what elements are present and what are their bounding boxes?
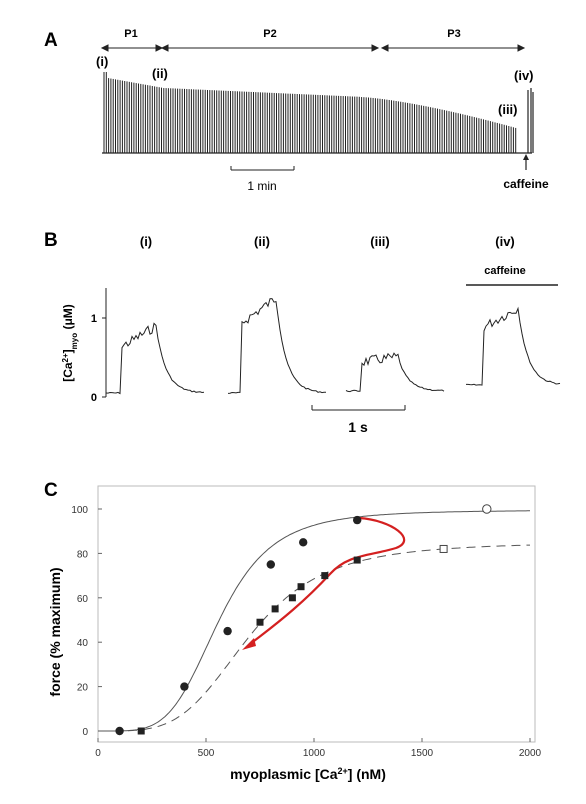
panel-a-letter: A (44, 30, 58, 51)
y-tick-label: 20 (77, 683, 89, 694)
c-y-label: force (% maximum) (47, 567, 63, 696)
fit-curve-dashed (98, 544, 530, 732)
point-filled-circle (266, 560, 275, 569)
point-filled-square (321, 572, 329, 580)
x-tick-label: 500 (198, 748, 215, 759)
x-tick-label: 1500 (411, 748, 434, 759)
point-i-label: (i) (96, 54, 108, 69)
point-open-circle (482, 504, 492, 514)
x-tick-label: 2000 (519, 748, 542, 759)
point-filled-circle (223, 626, 232, 636)
point-iii-label: (iii) (498, 102, 518, 117)
y-tick-label: 60 (77, 594, 89, 605)
c-x-label: myoplasmic [Ca2+] (nM) (230, 766, 386, 782)
point-filled-square (137, 727, 145, 735)
panel-c-letter: C (44, 480, 58, 501)
point-filled-square (271, 605, 279, 613)
x-tick-label: 0 (95, 748, 101, 759)
point-filled-square (256, 618, 264, 626)
time-scale-bar (230, 166, 295, 171)
y-tick-label: 80 (77, 549, 89, 560)
ca-trace-iii (345, 352, 445, 393)
point-filled-circle (299, 538, 308, 547)
y-tick-label: 0 (82, 727, 88, 738)
b-time-scale-label: 1 s (348, 419, 368, 435)
point-open-square (439, 544, 448, 553)
point-iv-label: (iv) (514, 68, 534, 83)
plot-frame (97, 485, 536, 743)
trace-iv-label: (iv) (495, 234, 515, 249)
b-ytick-0: 0 (91, 392, 97, 404)
y-tick-label: 40 (77, 638, 89, 649)
point-filled-square (297, 583, 305, 591)
caffeine-label: caffeine (503, 177, 549, 191)
trace-ii-label: (ii) (254, 234, 270, 249)
point-filled-square (288, 594, 296, 602)
b-y-label: [Ca2+]myo (μM) (61, 304, 79, 382)
trace-iii-label: (iii) (370, 234, 390, 249)
data-points (115, 504, 492, 736)
phase-p1-label: P1 (124, 28, 137, 40)
trace-i-label: (i) (140, 234, 152, 249)
b-time-scale-bar (311, 405, 406, 411)
point-filled-circle (353, 515, 362, 525)
point-filled-square (353, 556, 361, 564)
trajectory-arrow (249, 516, 406, 645)
ca-trace-ii (227, 298, 326, 394)
panel-a: A P1 P2 P3 (i) (ii) (iii) (iv) (44, 28, 549, 193)
fit-curve-solid (98, 510, 530, 732)
caffeine-label-b: caffeine (484, 265, 526, 277)
tetanic-trace (103, 72, 534, 153)
phase-p2-label: P2 (263, 28, 276, 40)
axis-ticks: 0 500 1000 1500 2000 0 20 40 60 80 100 (71, 505, 541, 759)
y-tick-label: 100 (71, 505, 88, 516)
panel-c: C 0 500 1000 1500 2000 0 20 40 60 80 100 force (% … (44, 480, 542, 782)
x-tick-label: 1000 (303, 748, 326, 759)
time-scale-label: 1 min (247, 179, 276, 193)
b-ytick-1: 1 (91, 313, 97, 325)
phase-p3-label: P3 (447, 28, 460, 40)
ca-trace-i (105, 322, 205, 395)
point-filled-circle (180, 682, 189, 691)
point-ii-label: (ii) (152, 66, 168, 81)
trajectory-arrowhead (242, 638, 256, 650)
ca-trace-iv (466, 306, 561, 386)
point-filled-circle (115, 726, 124, 736)
panel-b: B (i) (ii) (iii) (iv) caffeine 1 0 [Ca2+… (44, 230, 561, 435)
panel-b-letter: B (44, 230, 58, 251)
